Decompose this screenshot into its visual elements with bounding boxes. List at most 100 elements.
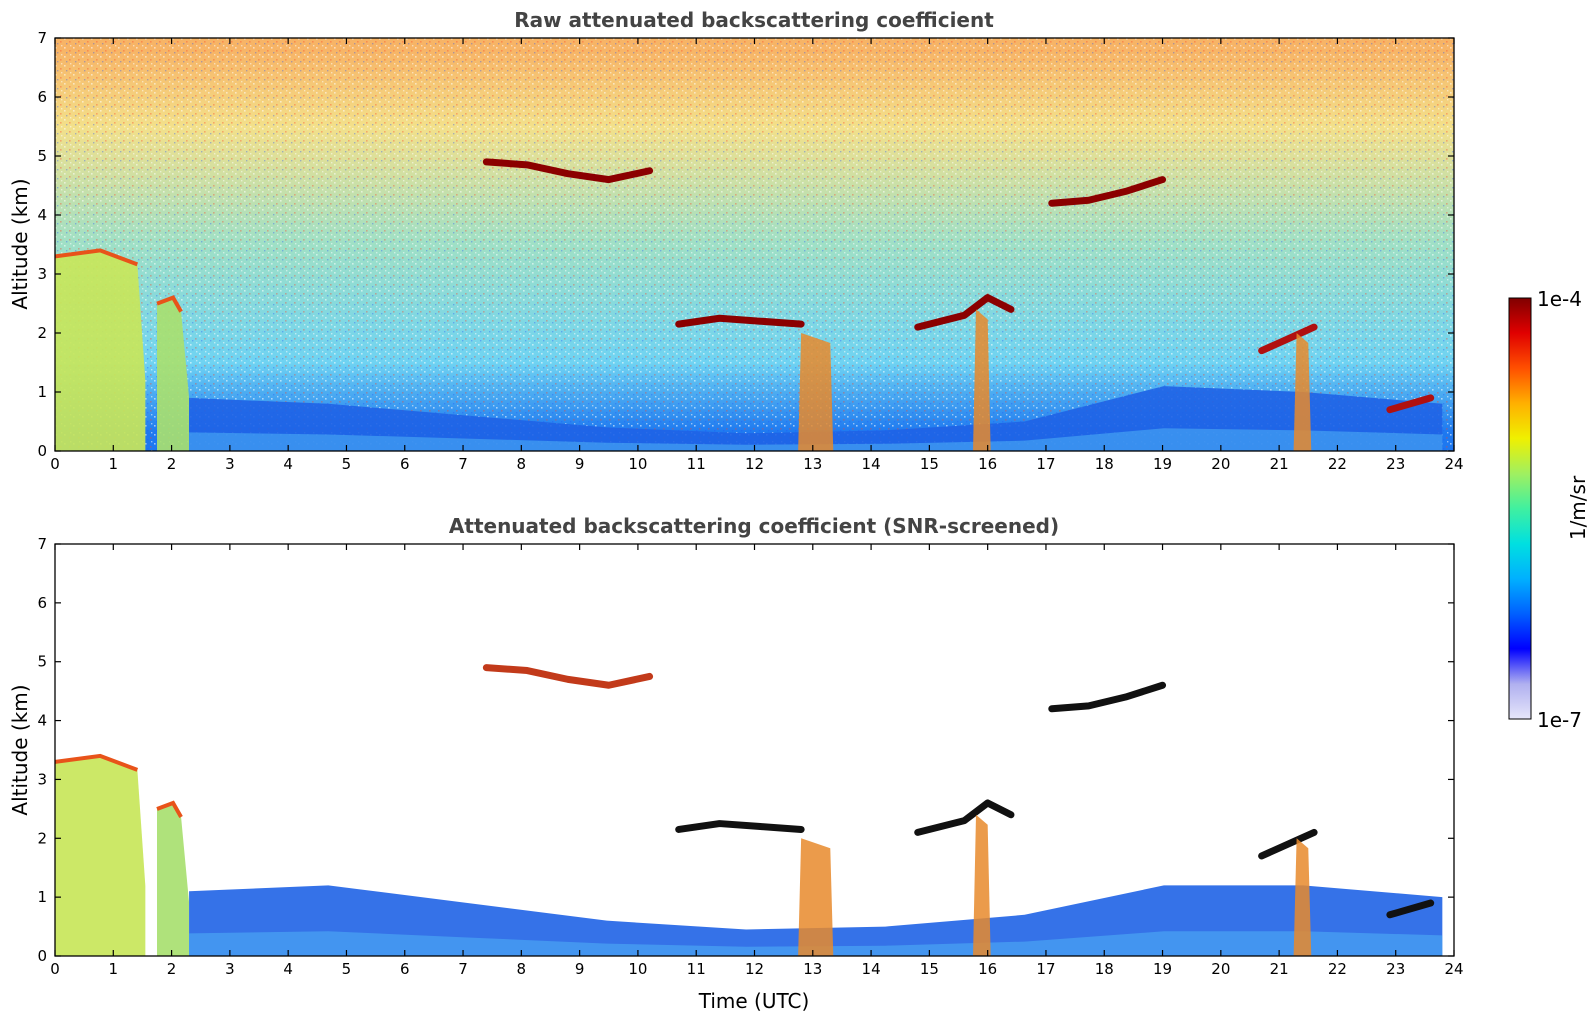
precipitation-column [1293, 333, 1312, 451]
x-tick-label: 11 [687, 960, 706, 978]
y-tick-label: 1 [37, 888, 47, 906]
x-tick-label: 14 [862, 960, 881, 978]
colorbar-gradient [1508, 297, 1532, 720]
panel-snr: Attenuated backscattering coefficient (S… [8, 514, 1464, 1013]
cloud-layer [914, 294, 1015, 331]
x-tick-label: 6 [400, 455, 410, 473]
x-tick-label: 19 [1153, 960, 1172, 978]
plot-area-snr [55, 544, 1454, 956]
x-tick-label: 13 [803, 455, 822, 473]
x-tick-label: 0 [50, 960, 60, 978]
y-axis-label-raw: Altitude (km) [8, 178, 32, 309]
y-tick-label: 6 [37, 88, 47, 106]
x-tick-label: 13 [803, 960, 822, 978]
low-cloud-top-edge [55, 248, 139, 267]
cloud-layer [1048, 681, 1167, 713]
low-cloud-top-edge [156, 295, 183, 313]
x-tick-label: 19 [1153, 455, 1172, 473]
y-tick-label: 3 [37, 770, 47, 788]
low-cloud-column [157, 297, 190, 451]
x-tick-label: 6 [400, 960, 410, 978]
x-tick-label: 1 [109, 960, 119, 978]
cloud-layer [675, 820, 805, 833]
x-tick-label: 2 [167, 455, 177, 473]
x-tick-label: 22 [1328, 455, 1347, 473]
x-tick-label: 1 [109, 455, 119, 473]
cloud-layer [1386, 899, 1435, 919]
colorbar: 1e-4 1e-7 1/m/sr [1508, 287, 1590, 732]
heatmap-noise [55, 38, 1454, 451]
x-tick-label: 4 [283, 455, 293, 473]
y-tick-label: 2 [37, 324, 47, 342]
x-tick-label: 3 [225, 960, 235, 978]
x-tick-label: 5 [342, 960, 352, 978]
x-tick-label: 20 [1211, 455, 1230, 473]
x-tick-label: 9 [575, 960, 585, 978]
x-tick-label: 16 [978, 455, 997, 473]
panel-raw: Raw attenuated backscattering coefficien… [8, 8, 1464, 473]
x-tick-label: 21 [1270, 960, 1289, 978]
y-tick-label: 6 [37, 594, 47, 612]
x-tick-label: 10 [628, 455, 647, 473]
precipitation-column [1293, 838, 1312, 956]
x-tick-label: 5 [342, 455, 352, 473]
x-tick-label: 24 [1444, 455, 1463, 473]
x-tick-label: 21 [1270, 455, 1289, 473]
cloud-layer [1258, 323, 1318, 355]
x-tick-label: 20 [1211, 960, 1230, 978]
low-cloud-column [55, 755, 146, 956]
low-cloud-top-edge [156, 800, 183, 818]
x-tick-label: 18 [1095, 960, 1114, 978]
x-tick-label: 15 [920, 960, 939, 978]
cloud-layer [1258, 828, 1318, 860]
y-tick-label: 3 [37, 265, 47, 283]
low-cloud-column [55, 250, 146, 451]
x-tick-label: 15 [920, 455, 939, 473]
x-tick-label: 2 [167, 960, 177, 978]
x-tick-label: 10 [628, 960, 647, 978]
panel-title-snr: Attenuated backscattering coefficient (S… [449, 514, 1059, 538]
x-axis-label: Time (UTC) [698, 989, 810, 1013]
x-tick-label: 12 [745, 455, 764, 473]
panel-title-raw: Raw attenuated backscattering coefficien… [514, 8, 994, 32]
x-tick-label: 24 [1444, 960, 1463, 978]
cloud-layer [1386, 394, 1435, 414]
x-tick-label: 16 [978, 960, 997, 978]
x-tick-label: 8 [517, 455, 527, 473]
y-tick-label: 2 [37, 829, 47, 847]
low-cloud-top-edge [55, 753, 139, 772]
cloud-layer [482, 664, 654, 689]
precipitation-column [798, 333, 834, 451]
y-tick-label: 0 [37, 947, 47, 965]
x-tick-label: 7 [458, 455, 468, 473]
axis-ticks-snr: 0 1 2 3 4 5 6 7 8 9 10 11 12 13 14 15 16 17 18 19 20 21 22 23 24… [37, 535, 1463, 978]
x-tick-label: 23 [1386, 960, 1405, 978]
low-cloud-column [157, 802, 190, 956]
x-tick-label: 0 [50, 455, 60, 473]
boundary-layer-core [189, 931, 1443, 956]
y-tick-label: 5 [37, 147, 47, 165]
axis-ticks-raw: 0 1 2 3 4 5 6 7 8 9 10 11 12 13 14 15 16 17 18 19 20 21 22 23 24… [37, 29, 1463, 473]
x-tick-label: 9 [575, 455, 585, 473]
x-tick-label: 7 [458, 960, 468, 978]
cloud-layer [1048, 176, 1167, 207]
y-axis-label-snr: Altitude (km) [8, 684, 32, 815]
y-tick-label: 7 [37, 29, 47, 47]
y-tick-label: 4 [37, 206, 47, 224]
x-tick-label: 11 [687, 455, 706, 473]
plot-area-raw [55, 38, 1454, 451]
x-tick-label: 23 [1386, 455, 1405, 473]
precipitation-column [973, 814, 991, 956]
x-tick-label: 17 [1036, 455, 1055, 473]
precipitation-column [798, 838, 834, 956]
y-tick-label: 5 [37, 653, 47, 671]
y-tick-label: 0 [37, 442, 47, 460]
x-tick-label: 14 [862, 455, 881, 473]
x-tick-label: 18 [1095, 455, 1114, 473]
cloud-layer [914, 799, 1015, 836]
x-tick-label: 17 [1036, 960, 1055, 978]
y-tick-label: 7 [37, 535, 47, 553]
boundary-layer-core [189, 428, 1443, 451]
colorbar-units-label: 1/m/sr [1566, 475, 1590, 540]
